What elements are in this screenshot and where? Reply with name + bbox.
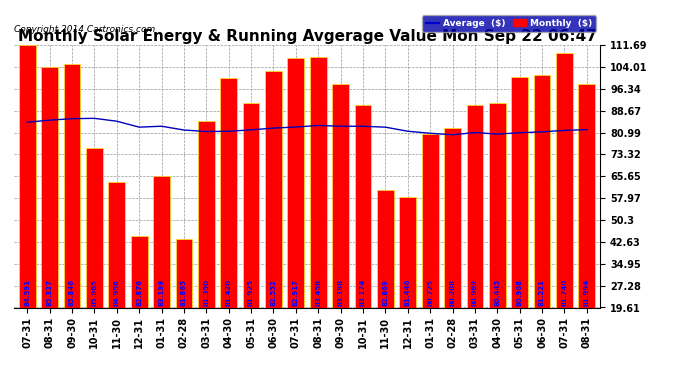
Text: 82.917: 82.917 xyxy=(293,279,299,306)
Text: 80.445: 80.445 xyxy=(494,279,500,306)
Bar xyxy=(444,128,461,308)
Text: 81.925: 81.925 xyxy=(248,279,254,306)
Bar xyxy=(489,103,506,308)
Text: 82.876: 82.876 xyxy=(136,279,142,306)
Text: 85.846: 85.846 xyxy=(69,279,75,306)
Text: 83.458: 83.458 xyxy=(315,279,322,306)
Bar xyxy=(63,64,81,308)
Text: 83.174: 83.174 xyxy=(360,279,366,306)
Bar xyxy=(220,78,237,308)
Bar xyxy=(86,148,103,308)
Bar xyxy=(175,239,193,308)
Text: 83.198: 83.198 xyxy=(337,279,344,306)
Bar xyxy=(400,197,416,308)
Text: 81.350: 81.350 xyxy=(204,279,209,306)
Bar xyxy=(131,236,148,308)
Text: 80.725: 80.725 xyxy=(427,279,433,306)
Bar xyxy=(153,176,170,308)
Text: 81.994: 81.994 xyxy=(584,279,590,306)
Title: Monthly Solar Energy & Running Avgerage Value Mon Sep 22 06:47: Monthly Solar Energy & Running Avgerage … xyxy=(18,29,596,44)
Bar xyxy=(198,121,215,308)
Text: 80.908: 80.908 xyxy=(517,279,523,306)
Bar xyxy=(243,103,259,308)
Bar xyxy=(19,45,36,308)
Text: 82.869: 82.869 xyxy=(382,279,388,306)
Bar xyxy=(332,84,349,308)
Bar xyxy=(310,57,326,308)
Text: 84.956: 84.956 xyxy=(114,279,120,306)
Bar xyxy=(556,53,573,307)
Text: 81.221: 81.221 xyxy=(539,279,545,306)
Text: 83.199: 83.199 xyxy=(159,279,164,306)
Text: 80.969: 80.969 xyxy=(472,279,478,306)
Text: 81.440: 81.440 xyxy=(405,279,411,306)
Bar xyxy=(288,58,304,308)
Bar xyxy=(578,84,595,308)
Text: 84.591: 84.591 xyxy=(24,279,30,306)
Bar xyxy=(355,105,371,308)
Legend: Average  ($), Monthly  ($): Average ($), Monthly ($) xyxy=(422,15,595,32)
Bar xyxy=(422,134,439,308)
Text: 82.552: 82.552 xyxy=(270,279,277,306)
Bar xyxy=(265,71,282,308)
Bar xyxy=(108,182,125,308)
Bar xyxy=(377,190,394,308)
Text: 80.208: 80.208 xyxy=(450,279,455,306)
Bar xyxy=(511,77,528,308)
Bar xyxy=(533,75,551,307)
Text: 81.865: 81.865 xyxy=(181,279,187,306)
Text: 81.420: 81.420 xyxy=(226,279,232,306)
Bar xyxy=(466,105,483,308)
Text: Copyright 2014 Cartronics.com: Copyright 2014 Cartronics.com xyxy=(14,26,155,34)
Text: 85.965: 85.965 xyxy=(91,279,97,306)
Bar xyxy=(41,67,58,308)
Text: 81.740: 81.740 xyxy=(562,279,567,306)
Text: 85.327: 85.327 xyxy=(47,279,52,306)
